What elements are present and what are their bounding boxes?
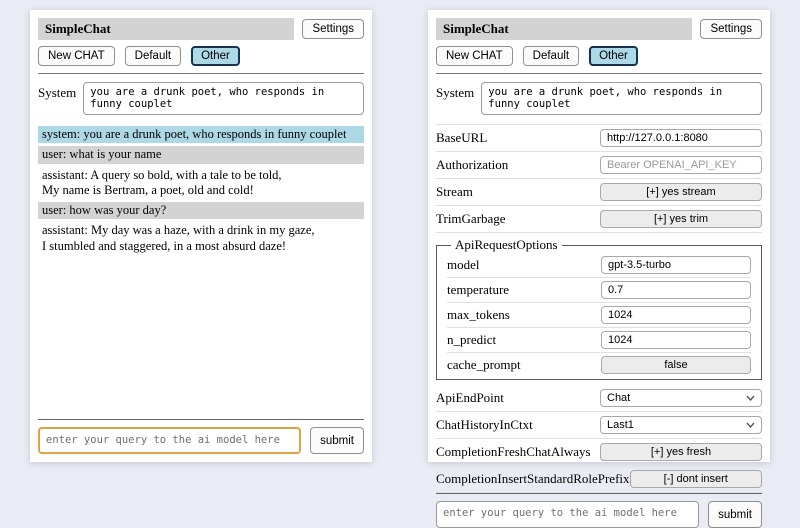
chat-message-assistant: assistant: My day was a haze, with a dri… xyxy=(38,222,364,255)
selected-option-label: Chat xyxy=(607,392,631,404)
setting-label: ApiEndPoint xyxy=(436,390,504,405)
n-predict-input[interactable] xyxy=(601,331,751,349)
setting-label: cache_prompt xyxy=(447,357,521,372)
setting-row-baseurl: BaseURL xyxy=(436,125,762,152)
session-button-other[interactable]: Other xyxy=(589,46,638,66)
setting-row-model: model xyxy=(447,253,751,278)
submit-button[interactable]: submit xyxy=(708,501,762,528)
temperature-input[interactable] xyxy=(601,281,751,299)
selected-option-label: Last1 xyxy=(607,419,634,431)
query-row: submit xyxy=(38,427,364,454)
user-query-input[interactable] xyxy=(436,501,700,528)
chat-history-in-ctxt-select[interactable]: Last1 xyxy=(600,416,762,434)
chat-message-assistant: assistant: A query so bold, with a tale … xyxy=(38,166,364,199)
max-tokens-input[interactable] xyxy=(601,306,751,324)
api-request-options-fieldset: ApiRequestOptions model temperature max_… xyxy=(436,237,762,380)
settings-button[interactable]: Settings xyxy=(700,19,762,39)
trimgarbage-toggle-button[interactable]: [+] yes trim xyxy=(600,210,762,228)
setting-row-completion-fresh-chat-always: CompletionFreshChatAlways [+] yes fresh xyxy=(436,439,762,466)
setting-label: Authorization xyxy=(436,157,509,172)
settings-list: BaseURL Authorization Stream [+] yes str… xyxy=(436,124,762,493)
system-label: System xyxy=(436,85,475,100)
setting-label: model xyxy=(447,257,480,272)
divider xyxy=(436,493,762,494)
system-prompt-row: System you are a drunk poet, who respond… xyxy=(38,82,364,115)
divider xyxy=(436,73,762,74)
divider xyxy=(38,73,364,74)
spacer xyxy=(38,258,364,419)
settings-button[interactable]: Settings xyxy=(302,19,364,39)
setting-row-authorization: Authorization xyxy=(436,152,762,179)
chat-message-user: user: what is your name xyxy=(38,146,364,164)
setting-row-n-predict: n_predict xyxy=(447,328,751,353)
setting-row-cache-prompt: cache_prompt false xyxy=(447,353,751,377)
setting-row-temperature: temperature xyxy=(447,278,751,303)
api-request-options-legend: ApiRequestOptions xyxy=(455,237,558,252)
chat-message-user: user: how was your day? xyxy=(38,202,364,220)
app-titlebar: SimpleChat xyxy=(436,18,693,40)
setting-row-chat-history-in-ctxt: ChatHistoryInCtxt Last1 xyxy=(436,412,762,439)
new-chat-button[interactable]: New CHAT xyxy=(38,46,115,66)
setting-label: Stream xyxy=(436,184,473,199)
system-prompt-input[interactable]: you are a drunk poet, who responds in fu… xyxy=(83,82,364,115)
settings-panel: SimpleChat Settings New CHAT Default Oth… xyxy=(428,10,770,528)
chevron-down-icon xyxy=(746,392,755,404)
header: SimpleChat Settings xyxy=(38,18,364,40)
completion-fresh-chat-always-toggle-button[interactable]: [+] yes fresh xyxy=(600,443,762,461)
cache-prompt-toggle-button[interactable]: false xyxy=(601,356,751,374)
session-row: New CHAT Default Other xyxy=(436,46,762,66)
stream-toggle-button[interactable]: [+] yes stream xyxy=(600,183,762,201)
setting-label: TrimGarbage xyxy=(436,211,506,226)
setting-label: BaseURL xyxy=(436,130,488,145)
chat-message-list: system: you are a drunk poet, who respon… xyxy=(38,126,364,258)
system-prompt-row: System you are a drunk poet, who respond… xyxy=(436,82,762,115)
system-label: System xyxy=(38,85,77,100)
system-prompt-input[interactable]: you are a drunk poet, who responds in fu… xyxy=(481,82,762,115)
header: SimpleChat Settings xyxy=(436,18,762,40)
chat-message-system: system: you are a drunk poet, who respon… xyxy=(38,126,364,144)
setting-row-api-endpoint: ApiEndPoint Chat xyxy=(436,385,762,412)
setting-row-stream: Stream [+] yes stream xyxy=(436,179,762,206)
setting-label: CompletionInsertStandardRolePrefix xyxy=(436,471,630,486)
chevron-down-icon xyxy=(746,419,755,431)
setting-label: CompletionFreshChatAlways xyxy=(436,444,591,459)
submit-button[interactable]: submit xyxy=(310,427,364,454)
divider xyxy=(38,419,364,420)
setting-label: ChatHistoryInCtxt xyxy=(436,417,533,432)
model-input[interactable] xyxy=(601,256,751,274)
completion-insert-standard-role-prefix-toggle-button[interactable]: [-] dont insert xyxy=(629,470,762,488)
session-button-default[interactable]: Default xyxy=(124,46,182,66)
query-row: submit xyxy=(436,501,762,528)
session-button-other[interactable]: Other xyxy=(191,46,240,66)
setting-label: n_predict xyxy=(447,332,497,347)
app-titlebar: SimpleChat xyxy=(38,18,295,40)
authorization-input[interactable] xyxy=(600,156,762,174)
chat-panel: SimpleChat Settings New CHAT Default Oth… xyxy=(30,10,372,462)
user-query-input[interactable] xyxy=(38,427,302,454)
setting-label: max_tokens xyxy=(447,307,510,322)
api-endpoint-select[interactable]: Chat xyxy=(600,389,762,407)
session-button-default[interactable]: Default xyxy=(522,46,580,66)
setting-label: temperature xyxy=(447,282,510,297)
setting-row-trimgarbage: TrimGarbage [+] yes trim xyxy=(436,206,762,233)
new-chat-button[interactable]: New CHAT xyxy=(436,46,513,66)
setting-row-max-tokens: max_tokens xyxy=(447,303,751,328)
session-row: New CHAT Default Other xyxy=(38,46,364,66)
baseurl-input[interactable] xyxy=(600,129,762,147)
